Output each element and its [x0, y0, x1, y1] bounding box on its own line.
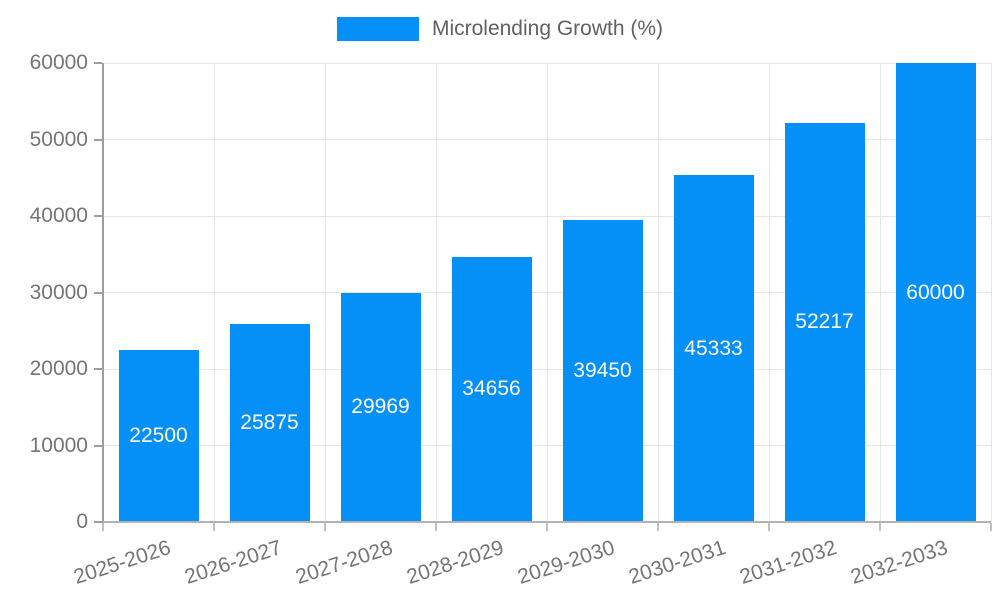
y-axis-tick [94, 62, 102, 64]
bar-value-label: 52217 [795, 310, 854, 334]
bar[interactable]: 45333 [673, 175, 754, 522]
bar-value-label: 34656 [462, 377, 521, 401]
x-axis-label: 2025-2026 [70, 536, 174, 589]
x-axis-label: 2026-2027 [181, 536, 285, 589]
y-axis-tick-label: 10000 [29, 433, 88, 457]
y-axis-tick-label: 0 [76, 510, 88, 533]
y-axis-tick [94, 291, 102, 294]
bar[interactable]: 29969 [340, 292, 421, 522]
x-axis-tick [324, 523, 326, 531]
bar[interactable]: 60000 [895, 63, 976, 522]
v-gridline [546, 63, 548, 522]
x-axis-label: 2029-2030 [514, 536, 618, 589]
bar-value-label: 45333 [684, 336, 743, 360]
bar-value-label: 39450 [573, 359, 632, 383]
y-axis-tick-label: 20000 [29, 357, 88, 380]
x-axis-label: 2031-2032 [736, 536, 840, 589]
x-axis-tick [213, 523, 215, 531]
y-axis-tick [94, 368, 102, 370]
y-axis-line [102, 63, 104, 530]
x-axis-tick [102, 523, 104, 531]
bar[interactable]: 22500 [118, 349, 199, 522]
y-axis-tick [94, 444, 102, 447]
y-axis-tick [94, 215, 102, 217]
y-axis-tick [94, 138, 102, 141]
v-gridline [213, 63, 215, 522]
x-axis-tick [990, 523, 992, 531]
x-axis-tick [879, 523, 881, 531]
bar[interactable]: 39450 [562, 220, 643, 522]
y-axis-tick [94, 521, 102, 523]
y-axis-tick-label: 60000 [29, 51, 88, 74]
y-axis-tick-label: 30000 [29, 280, 88, 304]
plot-area: 22500 25875 29969 34656 39450 45333 52217 60000 [102, 62, 992, 523]
y-axis-tick-label: 40000 [29, 204, 88, 227]
v-gridline [435, 63, 437, 522]
x-axis-tick [546, 523, 548, 531]
bar-value-label: 29969 [351, 395, 410, 419]
legend[interactable]: Microlending Growth (%) [0, 17, 1000, 41]
bar-value-label: 22500 [129, 423, 188, 447]
v-gridline [879, 63, 881, 522]
x-axis-tick [657, 523, 659, 531]
legend-label: Microlending Growth (%) [431, 17, 664, 40]
x-axis-label: 2028-2029 [403, 536, 507, 589]
x-axis-tick [435, 523, 437, 531]
bar[interactable]: 25875 [229, 324, 310, 522]
bar-value-label: 60000 [906, 280, 965, 304]
bar[interactable]: 52217 [784, 122, 865, 522]
bar-value-label: 25875 [240, 411, 299, 435]
legend-swatch[interactable] [336, 17, 419, 41]
x-axis-line [103, 521, 991, 523]
x-axis-label: 2027-2028 [292, 536, 396, 589]
bar[interactable]: 34656 [451, 256, 532, 522]
y-axis-tick-label: 50000 [29, 127, 88, 151]
x-axis-tick [768, 523, 770, 531]
x-axis-label: 2030-2031 [625, 536, 729, 589]
x-axis-label: 2032-2033 [847, 536, 951, 589]
v-gridline [768, 63, 770, 522]
v-gridline [657, 63, 659, 522]
v-gridline [990, 63, 992, 522]
v-gridline [324, 63, 326, 522]
